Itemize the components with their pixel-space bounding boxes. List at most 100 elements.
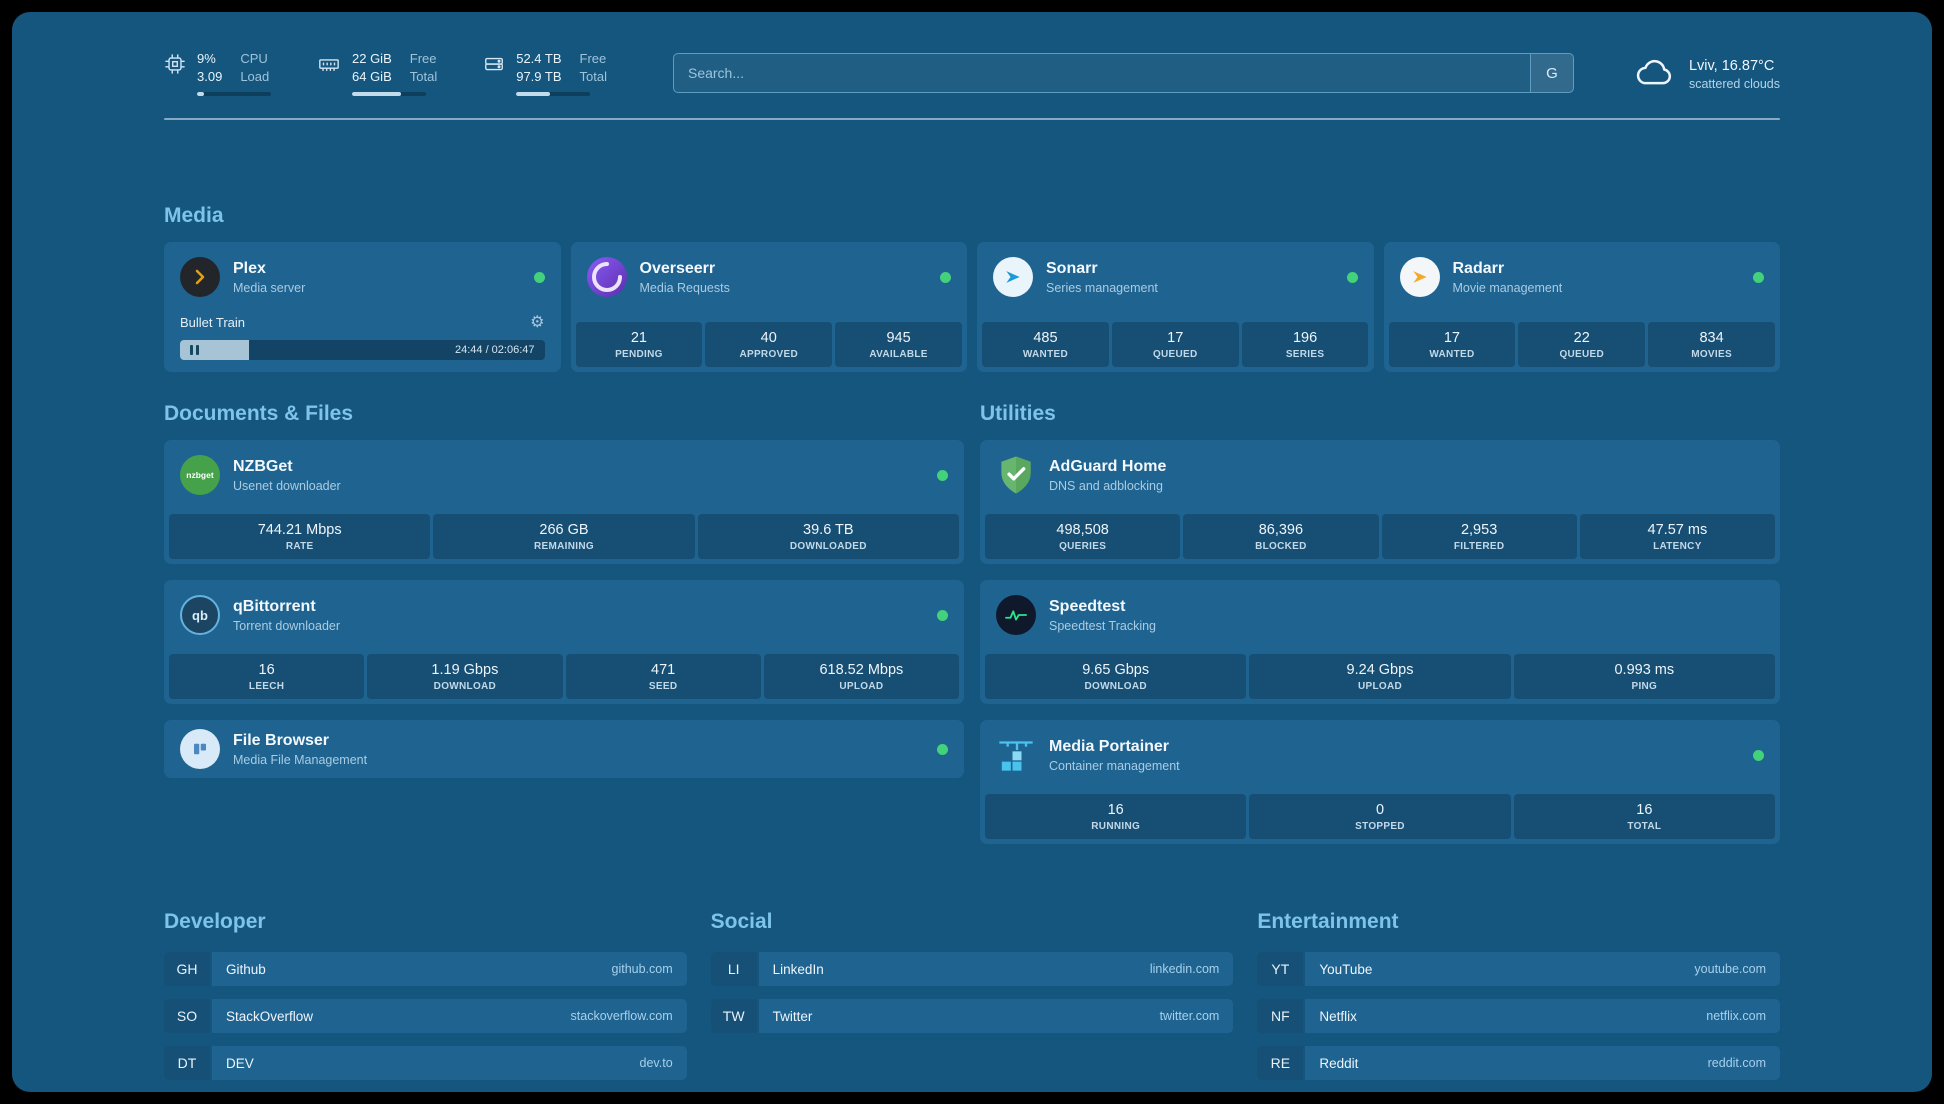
bookmark-linkedin[interactable]: LI LinkedIn linkedin.com <box>710 952 1234 987</box>
stat-queued: 17 QUEUED <box>1111 322 1239 368</box>
section-title-media: Media <box>164 204 224 228</box>
bookmark-github[interactable]: GH Github github.com <box>164 952 687 987</box>
service-name: Sonarr <box>1046 260 1098 278</box>
portainer-icon <box>996 735 1036 775</box>
service-card-plex[interactable]: Plex Media server Bullet Train ⚙ 24:44 /… <box>164 242 561 373</box>
cpu-percent: 9% <box>197 51 216 66</box>
bookmark-name: Github <box>226 961 266 977</box>
stat-wanted: 17 WANTED <box>1388 322 1516 368</box>
bookmark-dev[interactable]: DT DEV dev.to <box>164 1046 687 1081</box>
stat-filtered: 2,953 FILTERED <box>1381 514 1577 560</box>
bookmark-stackoverflow[interactable]: SO StackOverflow stackoverflow.com <box>164 999 687 1034</box>
playback-progress-bar[interactable]: 24:44 / 02:06:47 <box>180 340 545 361</box>
service-card-qbittorrent[interactable]: qb qBittorrent Torrent downloader 16 LEE… <box>164 580 964 705</box>
service-subtitle: Media server <box>233 281 306 296</box>
service-card-sonarr[interactable]: Sonarr Series management 485 WANTED 17 Q… <box>977 242 1374 373</box>
adguard-icon <box>996 455 1036 495</box>
stat-downloaded: 39.6 TB DOWNLOADED <box>697 514 959 560</box>
service-name: Radarr <box>1452 260 1505 278</box>
service-card-filebrowser[interactable]: File Browser Media File Management <box>164 720 964 779</box>
cpu-label: CPU <box>240 51 268 66</box>
stat-blocked: 86,396 BLOCKED <box>1183 514 1379 560</box>
bookmark-reddit[interactable]: RE Reddit reddit.com <box>1257 1046 1780 1081</box>
disk-total-value: 97.9 TB <box>516 69 562 85</box>
bookmark-abbr: GH <box>164 952 210 987</box>
search-bar: G <box>672 53 1574 94</box>
speedtest-icon <box>996 595 1036 636</box>
now-playing-title: Bullet Train <box>180 314 246 330</box>
disk-progress-bar <box>516 92 591 97</box>
cpu-icon <box>164 53 186 75</box>
sonarr-icon <box>993 257 1033 298</box>
bookmark-abbr: RE <box>1257 1046 1304 1081</box>
search-provider-button[interactable]: G <box>1529 54 1573 93</box>
service-name: File Browser <box>233 732 330 750</box>
stat-upload: 9.24 Gbps UPLOAD <box>1249 654 1511 700</box>
status-indicator <box>533 271 545 283</box>
dashboard: 9% 3.09 CPU Load <box>12 12 1932 1092</box>
weather-widget: Lviv, 16.87°C scattered clouds <box>1632 56 1780 91</box>
service-subtitle: Media Requests <box>639 281 730 296</box>
bookmark-twitter[interactable]: TW Twitter twitter.com <box>710 999 1234 1034</box>
stat-running: 16 RUNNING <box>985 794 1247 840</box>
documents-column: Documents & Files nzbget NZBGet Usenet d… <box>164 402 964 779</box>
disk-total-label: Total <box>579 69 607 85</box>
bookmark-url: stackoverflow.com <box>570 1009 673 1024</box>
cpu-load-value: 3.09 <box>197 69 223 85</box>
bookmark-abbr: LI <box>710 952 757 987</box>
content: 9% 3.09 CPU Load <box>164 12 1780 1081</box>
stat-latency: 47.57 ms LATENCY <box>1579 514 1775 560</box>
bookmark-abbr: DT <box>164 1046 210 1081</box>
service-card-radarr[interactable]: Radarr Movie management 17 WANTED 22 QUE… <box>1383 242 1780 373</box>
disk-widget: 52.4 TB 97.9 TB Free Total <box>483 50 607 97</box>
memory-icon <box>317 53 341 75</box>
utilities-column: Utilities AdGuard Home DNS and adblockin… <box>980 402 1780 845</box>
gear-icon[interactable]: ⚙ <box>530 314 545 332</box>
stat-seed: 471 SEED <box>565 654 761 700</box>
now-playing: Bullet Train ⚙ 24:44 / 02:06:47 <box>164 312 561 372</box>
stat-download: 1.19 Gbps DOWNLOAD <box>367 654 563 700</box>
status-indicator <box>940 271 951 283</box>
memory-free-value: 22 GiB <box>352 51 392 66</box>
bookmark-netflix[interactable]: NF Netflix netflix.com <box>1257 999 1780 1034</box>
bookmark-url: youtube.com <box>1694 962 1766 977</box>
service-card-adguard[interactable]: AdGuard Home DNS and adblocking 498,508 … <box>980 440 1780 565</box>
cloud-icon <box>1632 57 1676 90</box>
service-name: qBittorrent <box>233 598 316 616</box>
stat-wanted: 485 WANTED <box>982 322 1109 368</box>
bookmark-url: reddit.com <box>1707 1056 1766 1071</box>
stat-series: 196 SERIES <box>1241 322 1369 368</box>
memory-free-label: Free <box>409 51 437 66</box>
bookmark-url: netflix.com <box>1706 1009 1766 1024</box>
bookmark-name: StackOverflow <box>226 1008 314 1024</box>
service-name: Overseerr <box>639 260 716 278</box>
bookmark-name: Netflix <box>1319 1008 1357 1024</box>
bookmark-name: Twitter <box>772 1008 813 1024</box>
bookmark-youtube[interactable]: YT YouTube youtube.com <box>1257 952 1780 987</box>
service-subtitle: Movie management <box>1452 281 1563 296</box>
service-name: Speedtest <box>1049 598 1126 616</box>
bookmark-name: Reddit <box>1319 1055 1359 1071</box>
top-bar: 9% 3.09 CPU Load <box>164 50 1780 97</box>
pause-icon[interactable] <box>190 345 199 356</box>
stat-upload: 618.52 Mbps UPLOAD <box>763 654 959 700</box>
service-card-portainer[interactable]: Media Portainer Container management 16 … <box>980 720 1780 845</box>
bookmark-name: YouTube <box>1319 961 1373 977</box>
service-card-overseerr[interactable]: Overseerr Media Requests 21 PENDING 40 A… <box>570 242 967 373</box>
service-subtitle: Usenet downloader <box>233 479 341 494</box>
service-name: NZBGet <box>233 458 293 476</box>
qbittorrent-icon: qb <box>180 595 220 636</box>
search-input[interactable] <box>673 54 1530 93</box>
bookmark-group-social: Social LI LinkedIn linkedin.com TW Twitt… <box>710 910 1234 1034</box>
media-cards: Plex Media server Bullet Train ⚙ 24:44 /… <box>164 242 1780 373</box>
section-title-entertainment: Entertainment <box>1257 910 1399 934</box>
stat-movies: 834 MOVIES <box>1648 322 1775 368</box>
cpu-load-label: Load <box>240 69 270 85</box>
overseerr-icon <box>586 257 627 298</box>
service-subtitle: Series management <box>1046 281 1158 296</box>
service-card-speedtest[interactable]: Speedtest Speedtest Tracking 9.65 Gbps D… <box>980 580 1780 705</box>
service-subtitle: Torrent downloader <box>233 619 341 634</box>
service-subtitle: Container management <box>1049 759 1180 774</box>
service-card-nzbget[interactable]: nzbget NZBGet Usenet downloader 744.21 M… <box>164 440 964 565</box>
stat-available: 945 AVAILABLE <box>835 322 962 368</box>
